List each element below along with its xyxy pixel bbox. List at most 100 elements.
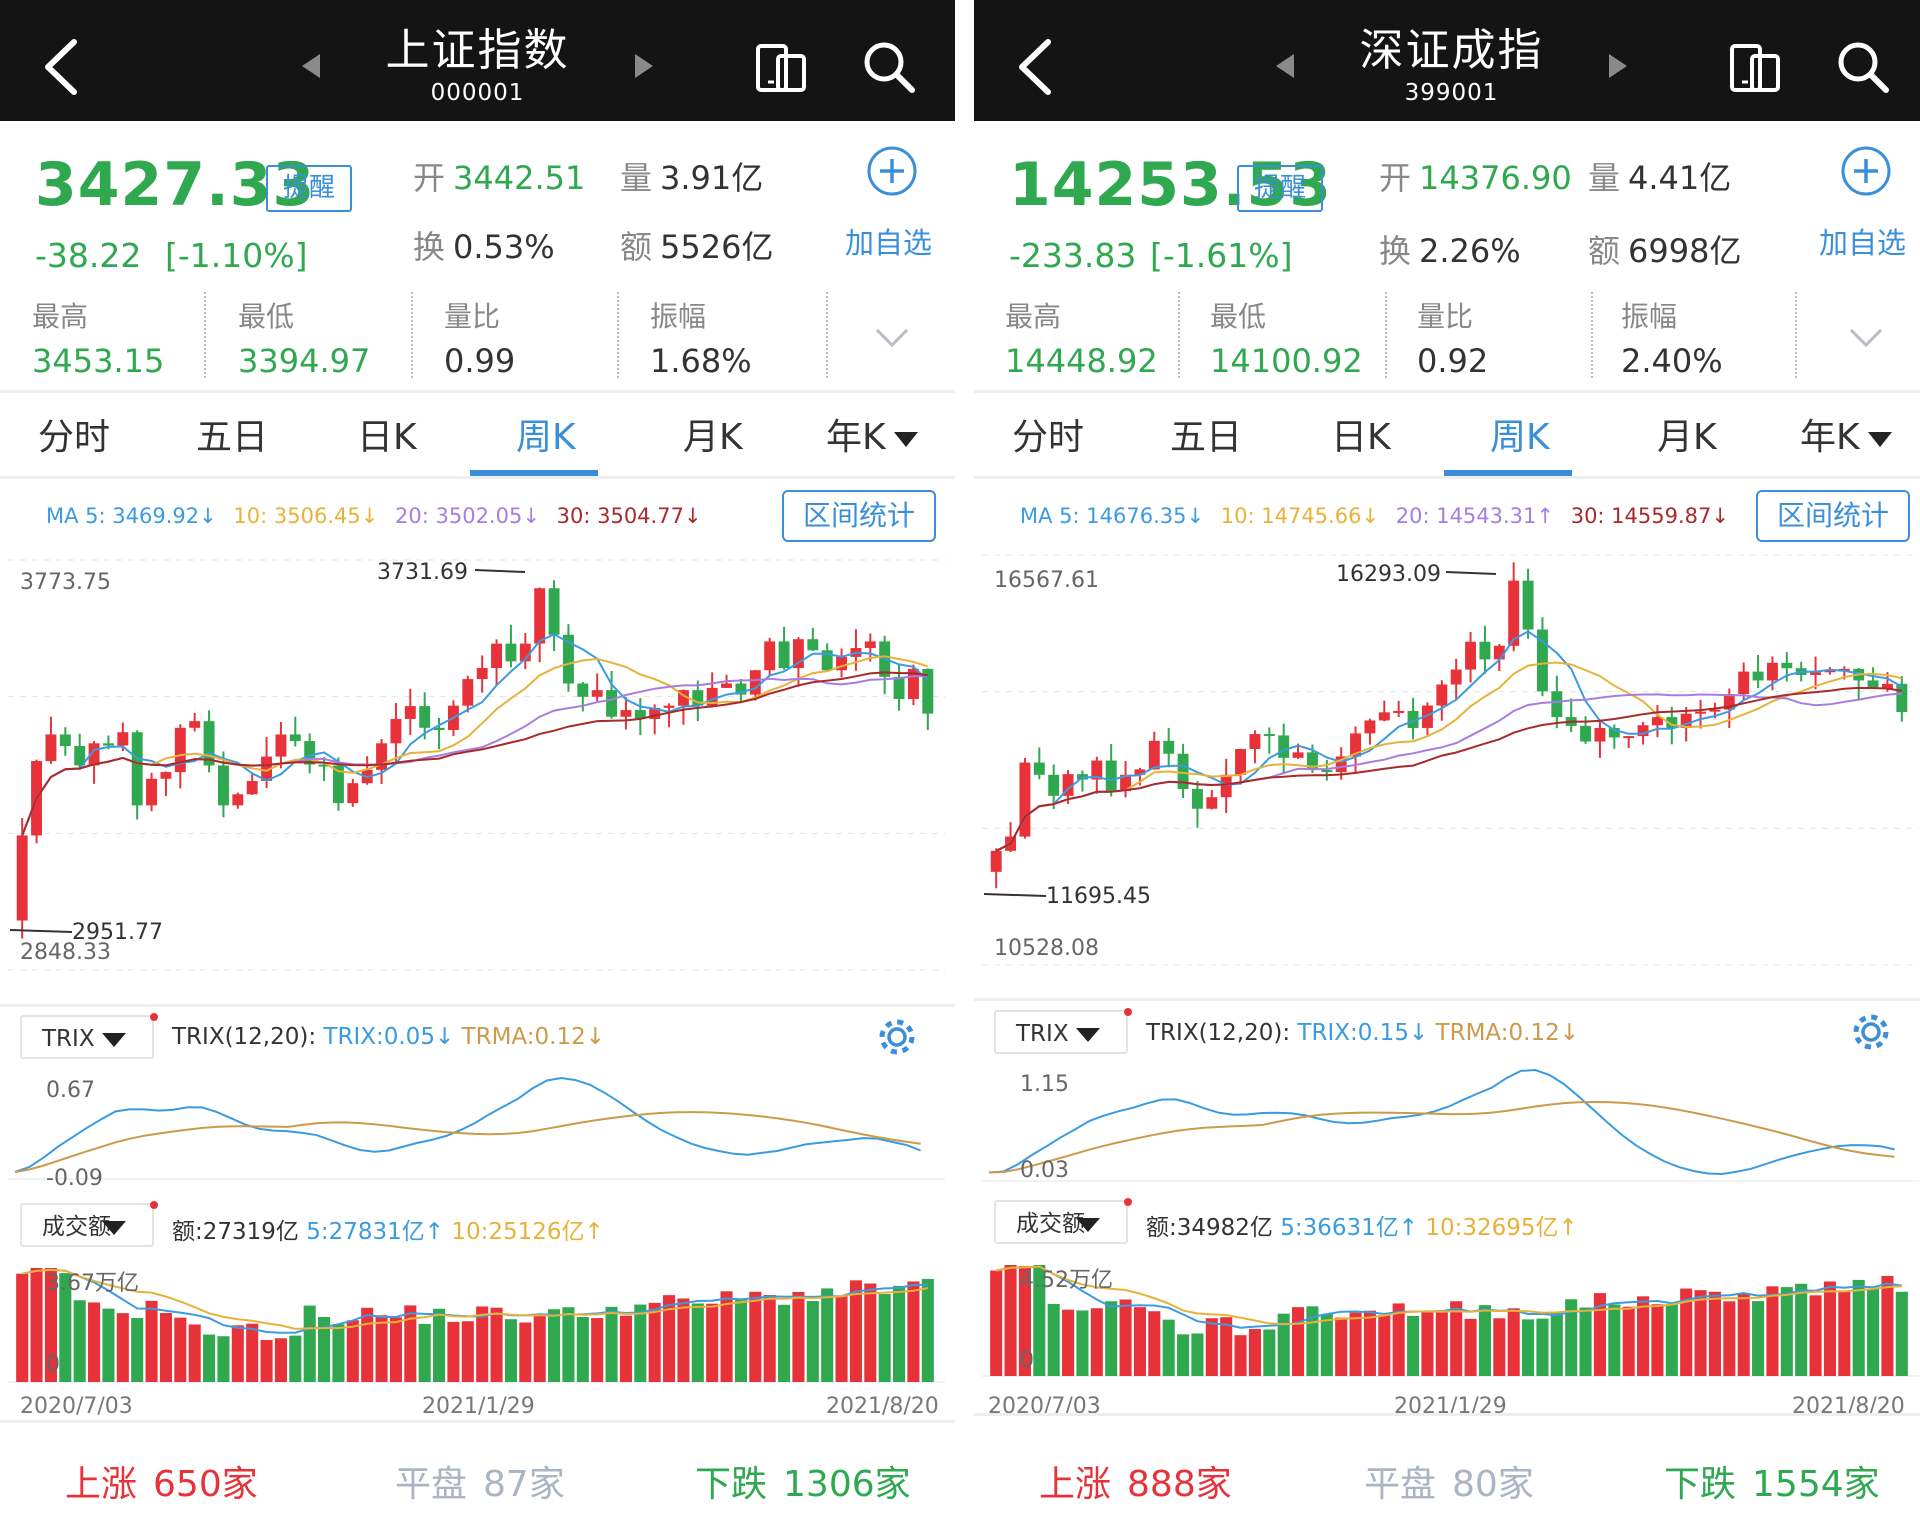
next-index-icon[interactable] <box>1607 52 1629 80</box>
next-index-icon[interactable] <box>633 52 655 80</box>
tab-日K[interactable]: 日K <box>357 417 417 458</box>
candle-body <box>1709 709 1721 712</box>
candle-body <box>1896 683 1908 713</box>
back-icon[interactable] <box>36 36 86 98</box>
open-price: 开 3442.51 <box>413 153 585 199</box>
candle-body <box>217 765 229 806</box>
stat-divider <box>204 292 206 378</box>
range-stats-button[interactable]: 区间统计 <box>1756 490 1910 542</box>
tab-周K[interactable]: 周K <box>516 417 576 458</box>
candle-body <box>990 850 1002 872</box>
stat-label: 最低 <box>1210 300 1267 333</box>
add-watchlist-button[interactable]: 加自选 <box>1819 226 1907 260</box>
decliners[interactable]: 下跌 1306家 <box>695 1455 911 1507</box>
candle-body <box>203 721 215 766</box>
volume-bar <box>1234 1335 1247 1376</box>
trma-line <box>14 1111 921 1173</box>
add-watchlist-icon[interactable] <box>866 145 918 197</box>
search-icon[interactable] <box>1836 40 1890 94</box>
volume-bar <box>1191 1333 1204 1376</box>
candle-body <box>1306 752 1318 771</box>
trix-params: TRIX(12,20): <box>1146 1020 1291 1046</box>
volume-bar <box>44 1268 57 1382</box>
remind-button[interactable]: 提醒 <box>1237 165 1323 212</box>
volume-bar <box>1349 1312 1362 1376</box>
advancers[interactable]: 上涨 650家 <box>65 1455 258 1507</box>
volume-bar <box>893 1285 906 1382</box>
advancers-label: 上涨 <box>65 1464 138 1505</box>
volume-bar <box>1464 1318 1477 1376</box>
tab-分时[interactable]: 分时 <box>1012 417 1085 458</box>
candle-body <box>376 743 388 770</box>
back-icon[interactable] <box>1010 36 1060 98</box>
ma10-value: 10: 14745.66↓ <box>1220 504 1380 528</box>
candle-body <box>1465 641 1477 670</box>
decliners-label: 下跌 <box>1664 1464 1737 1505</box>
ma30-line <box>21 671 928 836</box>
volume-chart <box>8 1268 945 1383</box>
trix-max-label: 1.15 <box>1020 1072 1069 1097</box>
tab-分时[interactable]: 分时 <box>38 417 111 458</box>
kline-chart[interactable] <box>0 550 955 980</box>
chevron-down-icon[interactable] <box>874 327 910 349</box>
indicator-select[interactable]: TRIX <box>994 1010 1128 1054</box>
index-code: 399001 <box>1404 80 1499 106</box>
candle-body <box>347 783 359 804</box>
prev-index-icon[interactable] <box>300 52 322 80</box>
stat-value: 3394.97 <box>238 342 371 380</box>
candle-body <box>1881 683 1893 689</box>
tab-五日[interactable]: 五日 <box>196 417 269 458</box>
volume-ma10: 10:32695亿↑ <box>1425 1215 1578 1241</box>
ma20-line <box>21 675 928 836</box>
add-watchlist-icon[interactable] <box>1840 145 1892 197</box>
tab-周K[interactable]: 周K <box>1490 417 1550 458</box>
tab-月K[interactable]: 月K <box>683 417 743 458</box>
candle-body <box>721 683 733 688</box>
tab-日K[interactable]: 日K <box>1331 417 1391 458</box>
candle-body <box>548 588 560 635</box>
landscape-icon[interactable] <box>754 42 808 94</box>
prev-index-icon[interactable] <box>1274 52 1296 80</box>
search-icon[interactable] <box>862 40 916 94</box>
range-stats-button[interactable]: 区间统计 <box>782 490 936 542</box>
landscape-icon[interactable] <box>1728 42 1782 94</box>
tab-月K[interactable]: 月K <box>1657 417 1717 458</box>
volume-bar <box>1205 1318 1218 1376</box>
candle-body <box>893 676 905 700</box>
volume-max-label: 4.52万亿 <box>1020 1268 1113 1293</box>
tab-五日[interactable]: 五日 <box>1170 417 1243 458</box>
volume-amount: 额:27319亿 <box>172 1219 299 1245</box>
kline-chart[interactable] <box>974 545 1920 975</box>
advancers-label: 上涨 <box>1039 1464 1112 1505</box>
remind-button[interactable]: 提醒 <box>266 165 352 212</box>
index-panel: 上证指数 000001 3427.33 提醒 -38.22 [-1.10%] 开… <box>0 0 955 1526</box>
add-watchlist-button[interactable]: 加自选 <box>845 226 933 260</box>
settings-gear-icon[interactable] <box>1849 1010 1893 1054</box>
candle-body <box>433 727 445 731</box>
candle-body <box>649 707 661 719</box>
volume-bar <box>806 1301 819 1382</box>
open-value: 14376.90 <box>1419 159 1572 197</box>
chevron-down-icon[interactable] <box>1848 327 1884 349</box>
volume-bar <box>907 1281 920 1382</box>
unchanged[interactable]: 平盘 80家 <box>1364 1455 1534 1507</box>
new-dot <box>1124 1198 1132 1206</box>
tab-年K[interactable]: 年K <box>826 408 918 460</box>
volume-bar <box>375 1315 388 1382</box>
advancers[interactable]: 上涨 888家 <box>1039 1455 1232 1507</box>
candle-body <box>1393 710 1405 713</box>
volume-bar <box>648 1302 661 1382</box>
volume-bar <box>576 1316 589 1382</box>
volume-bar <box>476 1306 489 1382</box>
volume-indicator-select[interactable]: 成交额 <box>20 1203 154 1247</box>
indicator-select[interactable]: TRIX <box>20 1015 154 1059</box>
volume-indicator-select[interactable]: 成交额 <box>994 1200 1128 1244</box>
candle-body <box>1335 756 1347 773</box>
settings-gear-icon[interactable] <box>875 1015 919 1059</box>
low-marker-label: 2951.77 <box>72 920 163 945</box>
volume-bar <box>691 1303 704 1382</box>
decliners[interactable]: 下跌 1554家 <box>1664 1455 1880 1507</box>
unchanged[interactable]: 平盘 87家 <box>395 1455 565 1507</box>
tab-年K[interactable]: 年K <box>1800 408 1892 460</box>
ma30-value: 30: 14559.87↓ <box>1570 504 1729 528</box>
